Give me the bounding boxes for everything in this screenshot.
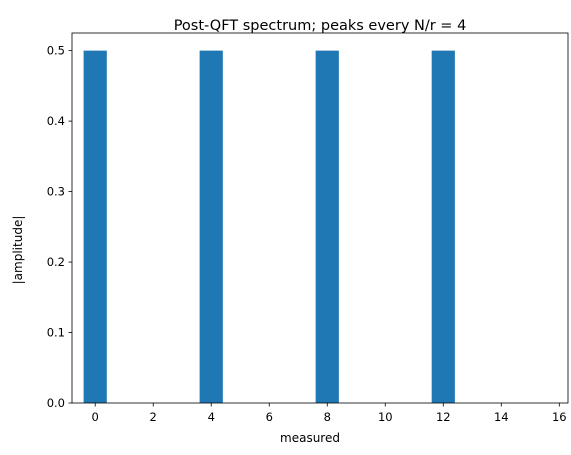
bar-12 <box>431 50 455 403</box>
x-tick-label: 10 <box>378 410 393 424</box>
x-tick-label: 14 <box>494 410 509 424</box>
chart-title: Post-QFT spectrum; peaks every N/r = 4 <box>174 18 467 34</box>
y-tick-label: 0.5 <box>47 44 65 58</box>
x-tick-label: 12 <box>436 410 451 424</box>
bar-0 <box>83 50 107 403</box>
y-tick-label: 0.3 <box>47 185 65 199</box>
y-tick-label: 0.1 <box>47 326 65 340</box>
bar-4 <box>199 50 223 403</box>
y-tick-label: 0.2 <box>47 255 65 269</box>
plot-frame <box>71 32 569 404</box>
x-axis-ticks: 0 2 4 6 8 10 12 14 16 <box>92 403 567 424</box>
x-tick-label: 2 <box>150 410 157 424</box>
bar-8 <box>315 50 339 403</box>
y-axis-label: |amplitude| <box>11 216 25 285</box>
y-tick-label: 0.0 <box>47 396 65 410</box>
bars-group <box>83 50 455 403</box>
x-tick-label: 16 <box>552 410 567 424</box>
x-tick-label: 8 <box>324 410 331 424</box>
y-tick-label: 0.4 <box>47 114 65 128</box>
x-axis-label: measured <box>280 431 340 445</box>
x-tick-label: 6 <box>266 410 273 424</box>
y-axis-ticks: 0.0 0.1 0.2 0.3 0.4 0.5 <box>47 44 72 410</box>
x-tick-label: 4 <box>208 410 215 424</box>
x-tick-label: 0 <box>92 410 99 424</box>
